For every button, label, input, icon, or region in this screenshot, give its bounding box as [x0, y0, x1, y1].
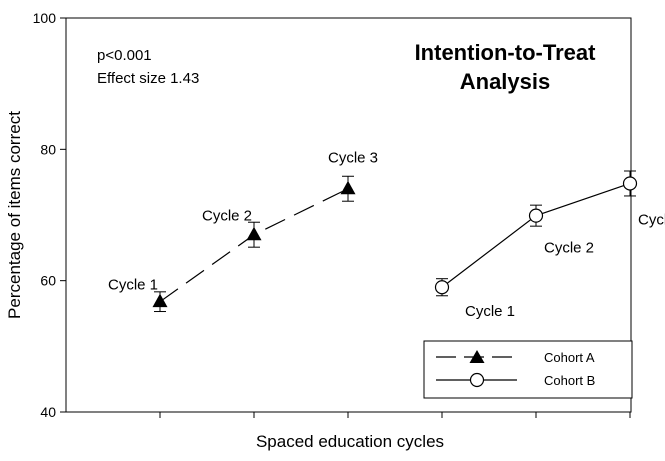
- point-label-cohort-b: Cycle 2: [544, 240, 594, 257]
- data-point-triangle-cohort-a: [152, 293, 168, 308]
- point-label-cohort-a: Cycle 1: [108, 277, 158, 294]
- chart-title-line-1: Intention-to-Treat: [415, 40, 597, 65]
- chart-title-line-2: Analysis: [460, 69, 551, 94]
- legend: Cohort A Cohort B: [423, 340, 633, 399]
- y-tick-label: 100: [33, 10, 57, 26]
- point-label-cohort-b: Cycle 3: [638, 211, 665, 228]
- p-value-annotation: p<0.001: [97, 47, 152, 64]
- point-label-cohort-a: Cycle 3: [328, 150, 378, 167]
- legend-triangle-marker-icon: [469, 350, 485, 363]
- legend-label-cohort-b: Cohort B: [544, 373, 595, 388]
- point-label-cohort-b: Cycle 1: [465, 303, 515, 320]
- data-point-triangle-cohort-a: [246, 226, 262, 241]
- data-point-triangle-cohort-a: [340, 180, 356, 195]
- legend-box: [423, 340, 633, 399]
- y-tick-label: 60: [40, 273, 56, 289]
- y-axis-label: Percentage of items correct: [5, 111, 24, 319]
- y-tick-label: 80: [40, 141, 56, 157]
- series-line-cohort-b: [441, 182, 631, 288]
- legend-circle-marker-icon: [469, 372, 485, 388]
- x-axis-label: Spaced education cycles: [256, 432, 444, 451]
- point-label-cohort-a: Cycle 2: [202, 208, 252, 225]
- data-point-circle-cohort-b: [622, 176, 638, 191]
- axes: 40 60 80 100: [33, 10, 632, 420]
- series-layer: Cycle 1 Cycle 2 Cycle 3 Cycle 1 Cycle 2 Cycle…: [108, 150, 665, 321]
- legend-label-cohort-a: Cohort A: [544, 350, 595, 365]
- y-tick-label: 40: [40, 404, 56, 420]
- effect-size-annotation: Effect size 1.43: [97, 70, 199, 87]
- data-point-circle-cohort-b: [528, 208, 544, 223]
- data-point-circle-cohort-b: [434, 280, 450, 295]
